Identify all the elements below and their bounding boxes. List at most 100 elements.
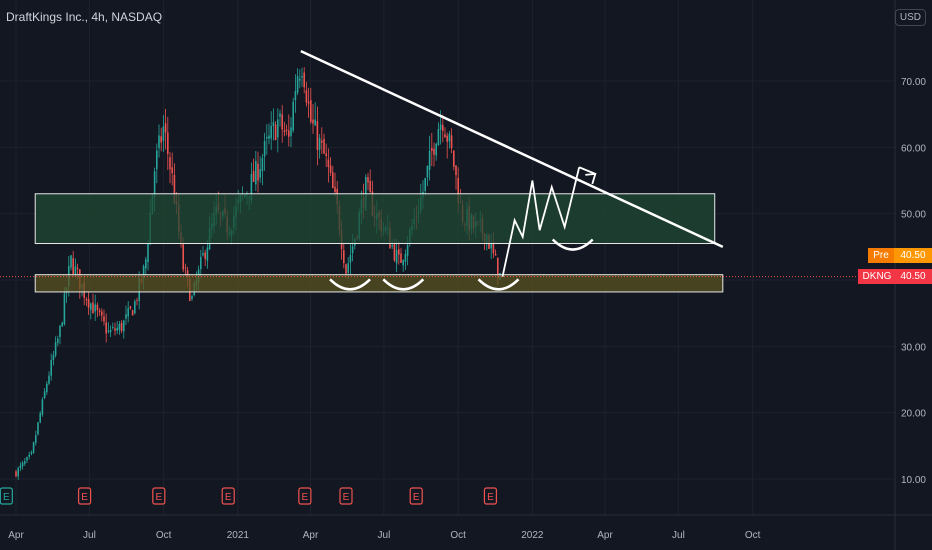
candle-body: [158, 135, 160, 149]
candle-body: [391, 245, 393, 247]
y-tick-label: 20.00: [901, 409, 926, 420]
candle-body: [261, 158, 264, 171]
y-tick-label: 30.00: [901, 342, 926, 353]
candle-body: [259, 169, 261, 178]
candle-body: [123, 320, 125, 332]
candle-body: [406, 245, 409, 256]
x-tick-label: Jul: [83, 530, 96, 541]
candle-body: [136, 300, 138, 302]
candle-body: [131, 310, 134, 316]
candle-body: [85, 299, 88, 301]
currency-button[interactable]: USD: [894, 9, 926, 26]
support-smile: [551, 238, 594, 251]
candle-body: [167, 132, 169, 154]
candle-body: [457, 178, 459, 203]
earnings-marker-box: [339, 487, 353, 505]
candle-body: [70, 255, 72, 268]
candle-body: [435, 143, 437, 156]
candle-body: [351, 246, 354, 254]
candle-body: [349, 255, 352, 263]
candle-body: [156, 150, 158, 170]
x-axis: Apr Jul Oct 2021 Apr Jul Oct 2022 Apr Jul Oct: [8, 530, 760, 541]
candle-body: [272, 122, 275, 127]
candle-body: [57, 338, 59, 343]
candle-body: [145, 259, 147, 269]
candle-body: [59, 325, 61, 337]
candle-body: [173, 175, 176, 204]
candle-body: [63, 293, 66, 325]
candle-body: [43, 391, 46, 399]
candle-body: [171, 167, 173, 174]
candle-body: [184, 267, 187, 269]
candle-body: [321, 140, 323, 143]
candle-body: [307, 101, 310, 104]
x-tick-label: 2022: [521, 530, 544, 541]
candle-body: [186, 270, 189, 277]
candle-body: [129, 306, 132, 309]
candle-body: [52, 354, 55, 360]
candle-body: [327, 159, 330, 168]
candle-body: [345, 264, 347, 274]
candle-body: [169, 157, 171, 170]
earnings-marker-box: [77, 487, 92, 505]
candle-body: [343, 250, 345, 264]
candle-body: [24, 461, 26, 464]
candle-body: [270, 125, 272, 139]
x-tick-label: Jul: [378, 530, 391, 541]
candle-body: [250, 174, 253, 200]
candle-body: [301, 75, 303, 78]
earnings-marker-label: E: [81, 492, 88, 503]
candle-body: [96, 304, 99, 311]
candle-body: [402, 260, 404, 266]
candle-body: [103, 316, 105, 322]
zones: [34, 193, 724, 293]
y-tick-label: 70.00: [901, 77, 926, 88]
y-tick-label: 60.00: [901, 143, 926, 154]
x-tick-label: Oct: [745, 530, 761, 541]
candle-body: [204, 252, 206, 259]
candle-body: [26, 457, 28, 461]
candle-body: [125, 314, 127, 319]
earnings-marker-box: [409, 487, 423, 505]
candle-body: [37, 422, 39, 435]
candle-body: [72, 258, 74, 275]
candle-body: [283, 130, 286, 133]
candle-body: [90, 303, 92, 310]
candle-body: [160, 136, 162, 143]
candle-body: [164, 123, 167, 133]
candle-body: [325, 153, 327, 156]
earnings-marker-box: [483, 487, 498, 505]
x-tick-label: Apr: [597, 530, 613, 541]
candle-body: [15, 471, 17, 477]
x-tick-label: Jul: [672, 530, 685, 541]
candle-body: [433, 148, 435, 155]
candle-body: [279, 113, 281, 117]
candle-body: [98, 310, 101, 312]
candle-body: [448, 133, 451, 142]
candle-body: [492, 242, 495, 254]
candle-body: [347, 263, 349, 273]
x-tick-label: Apr: [303, 530, 319, 541]
candle-body: [54, 342, 57, 356]
earnings-marker-label: E: [155, 492, 162, 503]
candle-body: [395, 250, 398, 264]
x-tick-label: Oct: [156, 530, 172, 541]
support-smile: [329, 278, 371, 291]
candle-body: [285, 129, 288, 131]
candle-body: [41, 399, 44, 415]
projection-path: [501, 167, 581, 277]
candle-body: [299, 78, 301, 81]
candle-body: [39, 413, 41, 423]
candle-body: [426, 165, 429, 178]
candle-body: [310, 100, 312, 122]
candle-body: [393, 244, 396, 261]
earnings-marker-box: [0, 487, 13, 505]
candle-body: [329, 165, 332, 173]
candle-body: [288, 130, 290, 137]
candle-body: [182, 244, 184, 270]
symbol-label: DKNG: [858, 269, 896, 284]
candle-body: [120, 322, 123, 332]
earnings-marker-box: [221, 487, 235, 505]
